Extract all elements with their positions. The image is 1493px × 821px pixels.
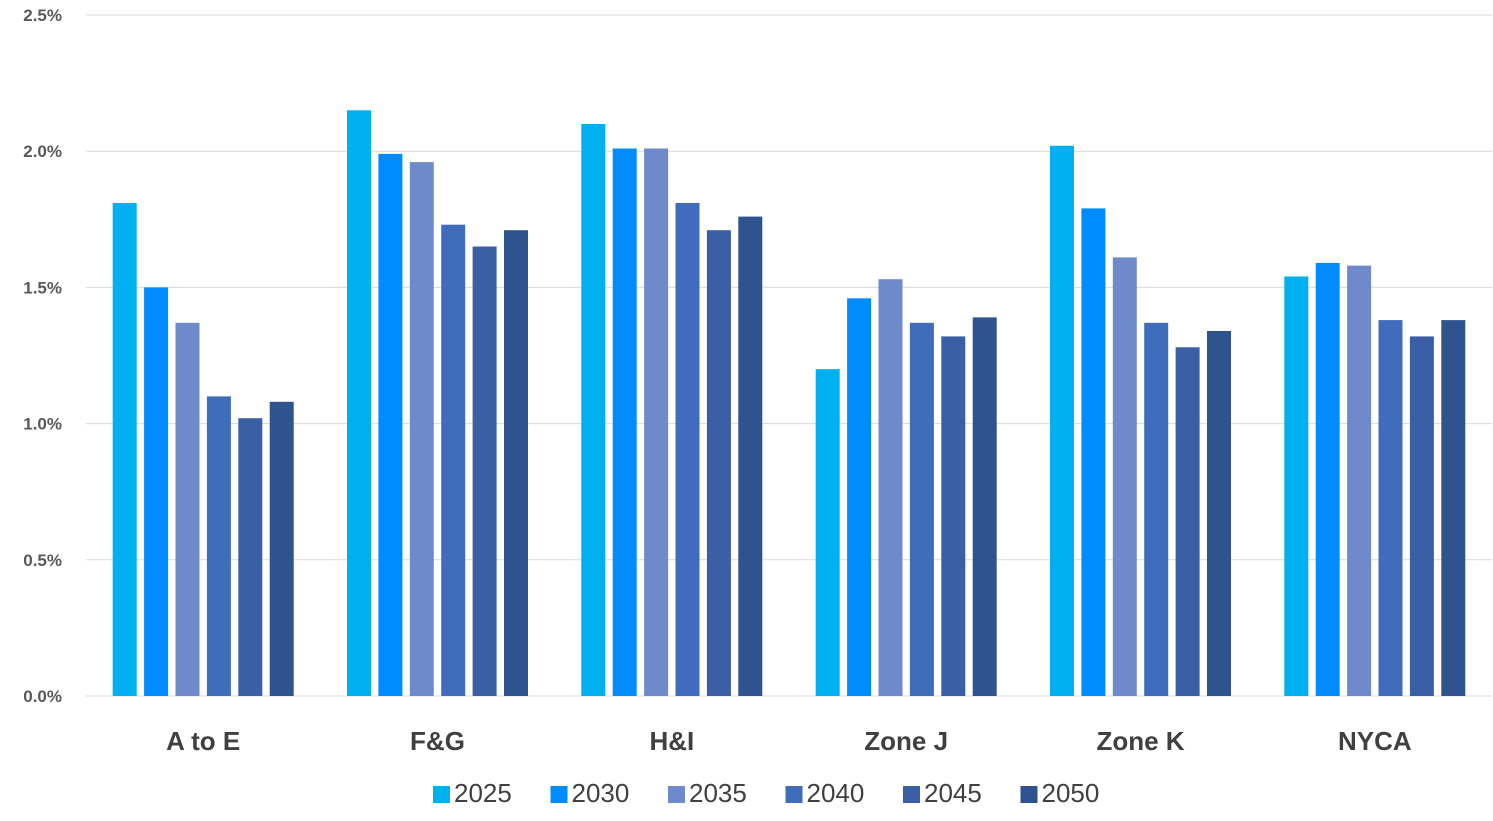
y-tick-label: 1.0% [23, 415, 62, 434]
bar-2050-a-to-e [269, 401, 294, 696]
bar-2035-zone-k [1112, 257, 1137, 696]
bar-2025-f-g [347, 110, 371, 697]
bar-2035-a-to-e [175, 322, 200, 696]
legend: 2025 2030 2035 2040 2045 2050 [433, 778, 1099, 808]
legend-label: 2050 [1042, 778, 1100, 808]
bar-2030-zone-k [1081, 208, 1106, 696]
x-category-label: A to E [166, 726, 240, 756]
bar-2025-nyca [1284, 276, 1309, 696]
bar-2035-h-i [644, 148, 669, 696]
legend-label: 2045 [924, 778, 982, 808]
legend-label: 2040 [807, 778, 865, 808]
x-axis-category-labels: A to E F&G H&I Zone J Zone K NYCA [166, 726, 1412, 756]
x-category-label: F&G [410, 726, 465, 756]
legend-swatch [668, 786, 685, 803]
bar-2035-nyca [1347, 265, 1372, 696]
x-category-label: Zone K [1096, 726, 1184, 756]
bar-2030-a-to-e [144, 287, 169, 696]
x-category-label: H&I [649, 726, 694, 756]
legend-swatch [550, 786, 568, 803]
legend-swatch [1020, 786, 1038, 803]
bar-2025-zone-j [815, 369, 840, 696]
bar-2050-zone-k [1207, 331, 1231, 696]
legend-label: 2025 [454, 778, 512, 808]
x-category-label: NYCA [1338, 726, 1412, 756]
bar-2045-zone-k [1175, 347, 1200, 696]
bar-2050-f-g [504, 230, 528, 696]
x-category-label: Zone J [864, 726, 948, 756]
bar-2045-zone-j [941, 336, 966, 696]
legend-swatch [785, 786, 803, 803]
bar-2030-h-i [612, 148, 637, 696]
legend-label: 2030 [572, 778, 630, 808]
bar-2040-a-to-e [206, 396, 231, 696]
legend-label: 2035 [689, 778, 747, 808]
y-tick-label: 0.0% [23, 687, 62, 706]
bar-2030-nyca [1315, 262, 1340, 696]
bar-2025-a-to-e [112, 203, 137, 696]
y-tick-label: 2.5% [23, 6, 62, 25]
y-axis-tick-labels: 0.0% 0.5% 1.0% 1.5% 2.0% 2.5% [23, 6, 62, 706]
legend-swatch [433, 786, 450, 803]
bar-2030-zone-j [847, 298, 872, 696]
bar-2040-h-i [675, 203, 700, 696]
legend-swatch [903, 786, 920, 803]
bar-2045-nyca [1409, 336, 1434, 696]
y-tick-label: 2.0% [23, 142, 62, 161]
bar-2030-f-g [378, 153, 403, 696]
bar-2035-zone-j [878, 279, 903, 696]
bar-2050-zone-j [972, 317, 997, 696]
bar-2040-zone-k [1144, 322, 1169, 696]
bar-2035-f-g [409, 162, 434, 697]
bar-2025-zone-k [1050, 145, 1074, 697]
gridlines [86, 14, 1492, 697]
bar-2050-nyca [1441, 320, 1466, 696]
bar-2040-zone-j [909, 322, 934, 696]
bar-2045-a-to-e [238, 418, 263, 696]
bar-2040-nyca [1378, 320, 1403, 696]
y-tick-label: 1.5% [23, 278, 62, 297]
bar-2045-f-g [472, 246, 497, 696]
bar-2025-h-i [581, 124, 606, 696]
bars [112, 110, 1466, 697]
bar-2050-h-i [738, 216, 763, 696]
y-tick-label: 0.5% [23, 551, 62, 570]
bar-2045-h-i [706, 230, 731, 696]
bar-2040-f-g [441, 224, 466, 696]
